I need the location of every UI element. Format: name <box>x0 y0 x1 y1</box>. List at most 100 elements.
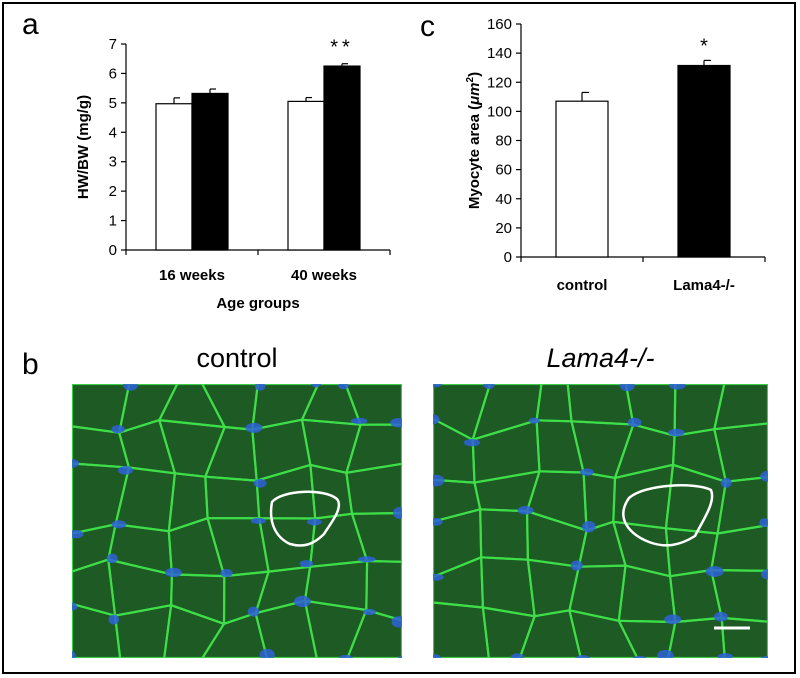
nucleus <box>123 384 138 391</box>
nucleus <box>164 567 182 578</box>
cell-outline <box>433 601 490 658</box>
bar <box>155 103 193 251</box>
y-tick-label: 0 <box>109 242 117 259</box>
nucleus <box>111 425 125 434</box>
nucleus <box>517 505 534 515</box>
nucleus <box>657 649 674 658</box>
nucleus <box>433 654 442 658</box>
nucleus <box>118 465 133 475</box>
y-tick-label: 3 <box>109 154 117 171</box>
micrograph-title-control: control <box>196 343 278 373</box>
significance-marker: ** <box>330 37 354 59</box>
bar <box>555 100 609 258</box>
y-tick-label: 100 <box>487 103 512 120</box>
y-tick-label: 5 <box>109 95 117 112</box>
nucleus <box>632 655 647 658</box>
y-tick-label: 60 <box>495 162 512 179</box>
bar <box>677 64 731 258</box>
cell-outline <box>568 609 639 658</box>
panel-letter-c: c <box>420 10 435 43</box>
cell-outline <box>710 524 768 572</box>
cell-outline <box>481 606 536 658</box>
nucleus <box>463 438 481 447</box>
nucleus <box>760 568 768 580</box>
nucleus <box>390 418 402 428</box>
nucleus <box>669 384 686 390</box>
y-tick-label: 7 <box>109 36 117 53</box>
nucleus <box>293 595 311 608</box>
x-tick-label: 40 weeks <box>291 267 357 284</box>
cell-outline <box>344 384 402 426</box>
nucleus <box>220 569 233 578</box>
cell-outline <box>254 599 318 658</box>
nucleus <box>111 520 127 529</box>
y-tick-label: 140 <box>487 45 512 62</box>
cell-outline <box>163 604 226 658</box>
nucleus <box>391 616 402 628</box>
nucleus <box>397 655 402 658</box>
cell-outline <box>346 608 402 658</box>
cell-outline <box>303 599 368 658</box>
cell-outline <box>713 384 768 431</box>
cell-outline <box>720 616 768 658</box>
nucleus <box>717 653 733 658</box>
cell-outline <box>201 612 268 658</box>
nucleus <box>483 384 495 389</box>
nucleus <box>393 507 402 519</box>
nucleus <box>245 422 263 433</box>
micrograph-control <box>72 384 402 658</box>
nucleus <box>338 384 349 390</box>
x-tick-label: 16 weeks <box>159 267 225 284</box>
nucleus <box>311 384 322 388</box>
bar <box>287 100 325 251</box>
nucleus <box>510 653 525 658</box>
panel-letter-a: a <box>22 8 39 41</box>
y-tick-label: 20 <box>495 220 512 237</box>
significance-marker: * <box>700 35 708 57</box>
bar <box>323 65 361 251</box>
chart-myocyte-area: 0 20 40 60 80 100 120 140 160 control Lama4-/- * Myo… <box>465 16 766 294</box>
nucleus <box>433 414 440 425</box>
nucleus <box>307 518 322 526</box>
cell-outline <box>365 559 402 622</box>
cell-outline <box>345 423 402 474</box>
nucleus <box>705 566 724 577</box>
y-tick-label: 0 <box>504 249 512 266</box>
nucleus <box>350 417 368 425</box>
panel-letter-b: b <box>22 348 39 381</box>
cell-outline <box>518 609 582 658</box>
y-tick-label: 1 <box>109 213 117 230</box>
y-axis-label: HW/BW (mg/g) <box>75 95 92 199</box>
nucleus <box>247 606 260 617</box>
nucleus <box>759 518 768 528</box>
nucleus <box>72 650 76 658</box>
y-tick-label: 6 <box>109 65 117 82</box>
nucleus <box>106 553 118 564</box>
chart-hw-bw: 0 1 2 3 4 5 6 7 16 weeks 40 weeks ** Age groups HW/B… <box>75 36 391 312</box>
nucleus <box>253 478 267 488</box>
x-tick-label: Lama4-/- <box>673 277 735 294</box>
nucleus <box>720 477 732 488</box>
cell-outline <box>114 604 173 658</box>
cell-outline <box>617 619 677 658</box>
nucleus <box>357 556 376 563</box>
nucleus <box>528 417 540 424</box>
nuclei <box>72 384 402 658</box>
nucleus <box>714 611 728 622</box>
nucleus <box>627 417 642 428</box>
y-tick-label: 160 <box>487 16 512 33</box>
nucleus <box>570 560 583 571</box>
nucleus <box>582 520 596 533</box>
traced-myocyte-outline <box>622 484 714 547</box>
cell-outline <box>713 422 768 483</box>
nucleus <box>664 614 682 625</box>
x-axis-label: Age groups <box>216 295 299 312</box>
nucleus <box>668 428 685 437</box>
nucleus <box>760 656 768 658</box>
nucleus <box>433 517 443 526</box>
nucleus <box>72 602 78 611</box>
y-axis-label: Myocyte area (μm2) <box>465 72 483 209</box>
nucleus <box>72 459 80 468</box>
y-tick-label: 2 <box>109 183 117 200</box>
